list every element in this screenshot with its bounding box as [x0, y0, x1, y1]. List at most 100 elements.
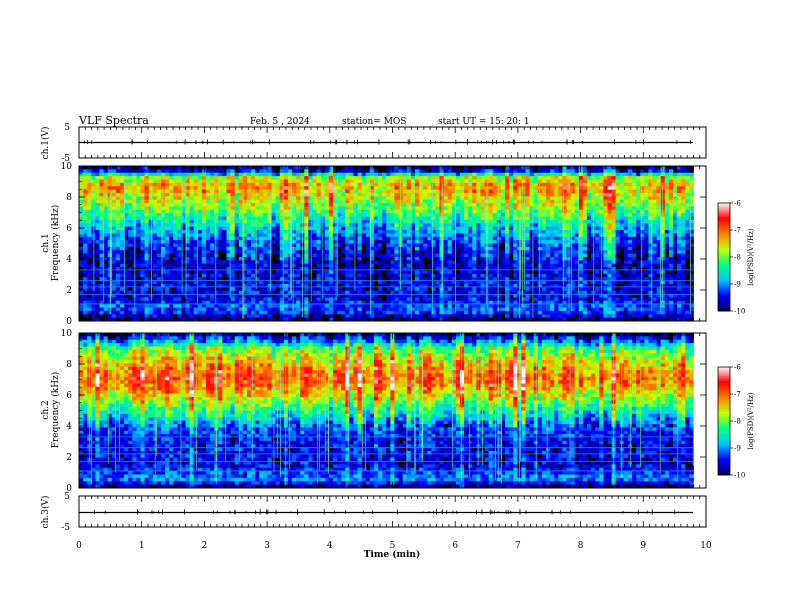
ch1-spectrogram-cell — [574, 216, 580, 221]
ch1-spectrogram-cell — [251, 233, 256, 238]
ch1-spectrogram-cell — [193, 263, 199, 268]
ch1-spectrogram-cell — [103, 169, 109, 174]
ch1-spectrogram-cell — [537, 236, 543, 241]
ch1-spectrogram-cell — [664, 179, 670, 184]
ch1-spectrogram-cell — [369, 236, 375, 241]
ch1-spectrogram-cell — [378, 196, 383, 201]
ch1-spectrogram-cell — [455, 209, 461, 214]
ch1-spectrogram-cell — [431, 199, 436, 204]
ch1-spectrogram-cell — [681, 267, 686, 271]
ch1-spectrogram-cell — [480, 216, 485, 221]
ch1-spectrogram-cell — [283, 250, 289, 255]
ch1-spectrogram-cell — [554, 169, 559, 174]
ch1-spectrogram-cell — [550, 233, 555, 238]
ch1-spectrogram-cell — [419, 230, 424, 234]
ch1-spectrogram-cell — [263, 213, 268, 217]
ch1-spectrogram-cell — [341, 223, 346, 228]
ch1-spectrogram-cell — [140, 169, 145, 174]
ch1-spectrogram-cell — [529, 230, 535, 234]
ch1-spectrogram-cell — [427, 179, 432, 184]
ch1-spectrogram-cell — [292, 250, 297, 255]
ch1-spectrogram-cell — [423, 196, 428, 201]
ch1-spectrogram-cell — [345, 216, 350, 221]
ch1-spectrogram-cell — [423, 216, 428, 221]
ch1-spectrogram-cell — [177, 223, 182, 228]
ch1-spectrogram-cell — [668, 236, 674, 241]
ch1-spectrogram-cell — [128, 196, 133, 201]
ch1-spectrogram-cell — [447, 203, 453, 207]
ch1-spectrogram-cell — [541, 267, 547, 271]
ch1-spectrogram-cell — [177, 253, 182, 258]
ch1-spectrogram-cell — [246, 223, 252, 228]
ch1-spectrogram-cell — [644, 260, 649, 265]
ch1-spectrogram-cell — [586, 166, 592, 170]
ch1-spectrogram-cell — [316, 169, 322, 174]
ch1-spectrogram-cell — [226, 206, 231, 211]
ch1-spectrogram-cell — [615, 256, 621, 261]
ch1-spectrogram-cell — [500, 176, 506, 180]
ch1-spectrogram-cell — [181, 253, 186, 258]
ch1-spectrogram-cell — [578, 199, 584, 204]
ch1-spectrogram-cell — [205, 213, 211, 217]
ch1-spectrogram-cell — [308, 209, 313, 214]
ch1-spectrogram-cell — [226, 260, 231, 265]
ch1-spectrogram-cell — [181, 236, 186, 241]
ch1-spectrogram-cell — [656, 182, 662, 187]
ch1-spectrogram-cell — [562, 213, 567, 217]
ch1-spectrogram-cell — [591, 179, 596, 184]
ch1-spectrogram-cell — [554, 260, 559, 265]
ch1-spectrogram-cell — [423, 203, 428, 207]
ch1-spectrogram-cell — [189, 189, 195, 194]
ch1-spectrogram-cell — [369, 256, 375, 261]
ch1-spectrogram-cell — [328, 233, 334, 238]
ch1-spectrogram-cell — [525, 182, 531, 187]
ch1-spectrogram-cell — [128, 223, 133, 228]
ch1-spectrogram-cell — [341, 236, 346, 241]
ch1-spectrogram-cell — [361, 223, 367, 228]
ch1-spectrogram-cell — [144, 236, 150, 241]
ch1-spectrogram-cell — [652, 179, 657, 184]
ch1-spectrogram-cell — [337, 230, 342, 234]
ch1-spectrogram-cell — [189, 246, 195, 251]
ch1-spectrogram-cell — [107, 172, 113, 177]
ch1-spectrogram-cell — [156, 260, 162, 265]
ch1-spectrogram-cell — [562, 240, 567, 244]
ch1-spectrogram-cell — [341, 166, 346, 170]
ch1-spectrogram-cell — [464, 250, 469, 255]
ch1-spectrogram-cell — [619, 240, 625, 244]
ch1-spectrogram-cell — [222, 219, 227, 224]
ch1-spectrogram-cell — [447, 189, 453, 194]
ch1-spectrogram-cell — [615, 169, 621, 174]
ch1-spectrogram-cell — [640, 216, 645, 221]
ch1-spectrogram-cell — [472, 166, 477, 170]
ch1-spectrogram-cell — [271, 196, 277, 201]
ch1-spectrogram-cell — [226, 267, 231, 271]
ch1-spectrogram-cell — [349, 179, 354, 184]
ch1-spectrogram-cell — [267, 270, 272, 275]
ch1-spectrogram-cell — [337, 233, 342, 238]
ch1-spectrogram-cell — [189, 176, 195, 180]
ch1-spectrogram-cell — [349, 223, 354, 228]
ch1-spectrogram-cell — [607, 192, 612, 197]
ch1-spectrogram-cell — [132, 230, 137, 234]
ch1-spectrogram-cell — [332, 189, 338, 194]
ch1-spectrogram-cell — [160, 253, 166, 258]
ch1-spectrogram-cell — [263, 267, 268, 271]
ch1-spectrogram-cell — [570, 236, 576, 241]
ch1-spectrogram-cell — [545, 246, 551, 251]
ch1-spectrogram-cell — [251, 206, 256, 211]
ch1-spectrogram-cell — [337, 256, 342, 261]
ch1-spectrogram-cell — [406, 196, 412, 201]
ch1-spectrogram-cell — [185, 209, 191, 214]
ch1-spectrogram-cell — [193, 250, 199, 255]
ch1-spectrogram-cell — [406, 243, 412, 248]
ch1-spectrogram-cell — [627, 206, 633, 211]
ch1-spectrogram-cell — [394, 253, 399, 258]
ch1-spectrogram-cell — [550, 203, 555, 207]
ch1-spectrogram-cell — [361, 172, 367, 177]
ch1-spectrogram-cell — [672, 260, 678, 265]
ch1-spectrogram-cell — [156, 216, 162, 221]
ch1-spectrogram-cell — [349, 182, 354, 187]
ch1-spectrogram-cell — [672, 246, 678, 251]
ch1-spectrogram-cell — [394, 186, 399, 190]
